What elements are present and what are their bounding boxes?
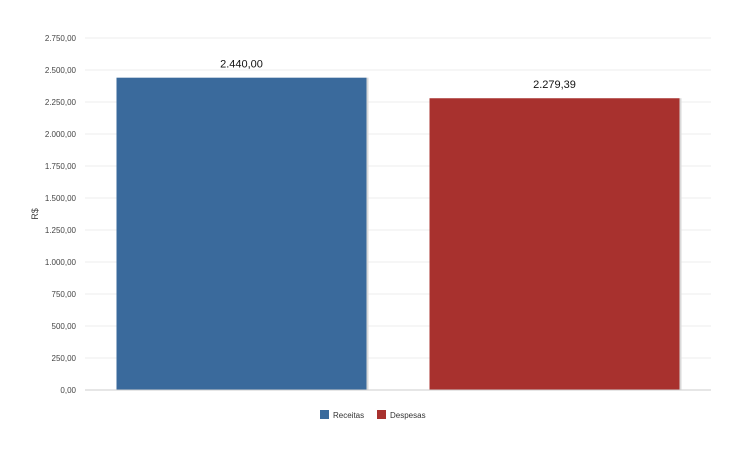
y-tick-label: 2.500,00 [45,66,77,75]
y-tick-label: 2.750,00 [45,34,77,43]
data-label-receitas: 2.440,00 [220,59,263,71]
bar-shadow [679,98,682,390]
y-tick-label: 500,00 [52,322,77,331]
y-axis-title: R$ [30,208,40,220]
y-tick-label: 1.000,00 [45,258,77,267]
bars [116,77,682,391]
y-tick-label: 750,00 [52,290,77,299]
legend-label-despesas: Despesas [390,411,426,420]
legend-swatch-receitas [320,410,329,419]
data-label-despesas: 2.279,39 [533,79,576,91]
legend-label-receitas: Receitas [333,411,364,420]
legend-swatch-despesas [377,410,386,419]
y-tick-label: 250,00 [52,354,77,363]
bar-receitas [116,77,367,391]
legend: Receitas Despesas [320,410,426,420]
y-tick-label: 1.750,00 [45,162,77,171]
y-tick-label: 0,00 [60,386,76,395]
y-axis-ticks: 0,00 250,00 500,00 750,00 1.000,00 1.250,00 1.… [45,34,77,395]
y-tick-label: 1.500,00 [45,194,77,203]
y-tick-label: 2.000,00 [45,130,77,139]
bar-despesas [429,98,680,390]
bar-shadow [366,77,369,391]
data-labels: 2.440,00 2.279,39 [220,59,576,92]
y-tick-label: 1.250,00 [45,226,77,235]
y-tick-label: 2.250,00 [45,98,77,107]
